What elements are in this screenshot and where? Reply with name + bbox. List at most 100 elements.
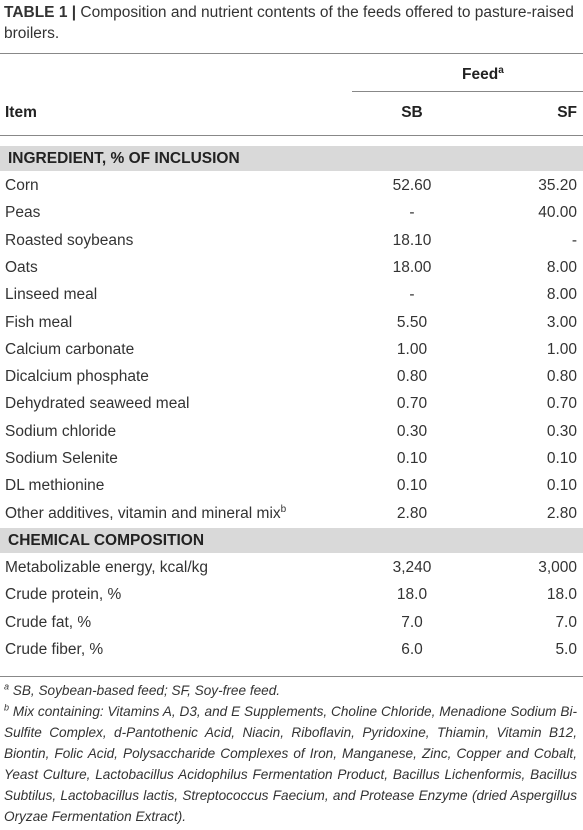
- row-item: Fish meal: [5, 309, 72, 336]
- section-header: INGREDIENT, % OF INCLUSION: [0, 146, 583, 171]
- table-row: Roasted soybeans 18.10 -: [0, 227, 583, 254]
- cell-sf: 5.0: [555, 640, 577, 658]
- cell-sf: 0.10: [546, 477, 577, 495]
- cell-sf: 35.20: [538, 177, 577, 194]
- row-item: Peas: [5, 199, 40, 226]
- cell-sb: 0.70: [396, 395, 428, 413]
- table-row: Other additives, vitamin and mineral mix…: [0, 500, 583, 527]
- row-item-text: Oats: [5, 258, 38, 276]
- cell-sb: 0.10: [396, 450, 428, 467]
- footnote-b: b Mix containing: Vitamins A, D3, and E …: [4, 701, 577, 827]
- section-header: CHEMICAL COMPOSITION: [0, 528, 583, 553]
- row-item-text: Metabolizable energy, kcal/kg: [5, 559, 209, 576]
- row-item: Other additives, vitamin and mineral mix…: [5, 500, 286, 527]
- row-item-text: Sodium chloride: [5, 422, 117, 440]
- group-rule: [352, 91, 583, 92]
- table-row: Sodium Selenite 0.10 0.10: [0, 445, 583, 472]
- row-item-text: Dicalcium phosphate: [5, 368, 149, 386]
- header-rule: [0, 135, 583, 136]
- row-item: Linseed meal: [5, 281, 97, 308]
- cell-sf: 8.00: [546, 286, 577, 304]
- sf-header: SF: [557, 104, 577, 121]
- row-item: Roasted soybeans: [5, 227, 133, 254]
- cell-sb: 18.00: [392, 258, 432, 276]
- cell-sf: 1.00: [546, 340, 577, 358]
- cell-sf: 7.0: [555, 613, 577, 631]
- row-item-text: Linseed meal: [5, 286, 98, 304]
- cell-sb: 18.0: [396, 586, 428, 604]
- row-item-text: Crude fiber, %: [5, 640, 104, 658]
- item-header: Item: [5, 104, 37, 121]
- table-row: Calcium carbonate 1.00 1.00: [0, 336, 583, 363]
- table-caption: TABLE 1 | Composition and nutrient conte…: [4, 2, 574, 44]
- cell-sf: -: [571, 231, 577, 249]
- section-title: CHEMICAL COMPOSITION: [8, 532, 205, 549]
- caption-text: Composition and nutrient contents of the…: [4, 4, 574, 42]
- feed-group-label: Feed: [462, 66, 499, 83]
- table-row: Dicalcium phosphate 0.80 0.80: [0, 363, 583, 390]
- cell-sf: 3.00: [546, 313, 577, 331]
- cell-sb: 7.0: [401, 613, 423, 631]
- row-item: Crude fat, %: [5, 609, 91, 636]
- cell-sb: 3,240: [392, 559, 432, 576]
- footnote-b-mark: b: [4, 702, 10, 713]
- cell-sb: -: [409, 204, 415, 222]
- section-title: INGREDIENT, % OF INCLUSION: [8, 150, 240, 167]
- top-rule: [0, 53, 583, 54]
- table-row: Fish meal 5.50 3.00: [0, 309, 583, 336]
- cell-sb: -: [409, 286, 415, 304]
- footnote-b-text: Mix containing: Vitamins A, D3, and E Su…: [4, 704, 577, 824]
- row-item: Crude fiber, %: [5, 636, 103, 663]
- row-item: Sodium Selenite: [5, 445, 118, 472]
- row-item-text: Crude fat, %: [5, 613, 92, 631]
- table-row: Corn 52.60 35.20: [0, 172, 583, 199]
- cell-sf: 8.00: [546, 258, 577, 276]
- row-item: Crude protein, %: [5, 581, 121, 608]
- row-item-text: Other additives, vitamin and mineral mix: [5, 504, 281, 522]
- table-row: Sodium chloride 0.30 0.30: [0, 418, 583, 445]
- table-row: Crude protein, % 18.0 18.0: [0, 581, 583, 608]
- row-item-text: Crude protein, %: [5, 586, 122, 604]
- footnote-a-mark: a: [4, 681, 10, 692]
- row-item: Sodium chloride: [5, 418, 116, 445]
- table-row: Crude fat, % 7.0 7.0: [0, 609, 583, 636]
- row-item: Dehydrated seaweed meal: [5, 390, 189, 417]
- cell-sf: 0.70: [546, 395, 577, 413]
- feed-group-sup: a: [498, 64, 504, 76]
- table-row: Crude fiber, % 6.0 5.0: [0, 636, 583, 663]
- cell-sb: 18.10: [392, 231, 432, 249]
- cell-sf: 3,000: [538, 559, 577, 576]
- row-item-text: Calcium carbonate: [5, 340, 135, 358]
- row-item: Oats: [5, 254, 38, 281]
- row-item-text: Peas: [5, 204, 41, 222]
- cell-sf: 0.10: [546, 450, 577, 467]
- cell-sb: 5.50: [396, 313, 428, 331]
- cell-sf: 0.80: [546, 368, 577, 386]
- table-row: Oats 18.00 8.00: [0, 254, 583, 281]
- row-item-text: Corn: [5, 177, 39, 194]
- row-item-sup: b: [280, 503, 287, 515]
- table-row: Dehydrated seaweed meal 0.70 0.70: [0, 390, 583, 417]
- cell-sb: 2.80: [396, 504, 428, 522]
- row-item-text: Roasted soybeans: [5, 231, 134, 249]
- cell-sf: 40.00: [538, 204, 577, 222]
- table-row: Peas - 40.00: [0, 199, 583, 226]
- cell-sb: 0.30: [396, 422, 428, 440]
- row-item-text: Fish meal: [5, 313, 73, 331]
- cell-sf: 2.80: [546, 504, 577, 522]
- feed-group-header: Feeda: [462, 64, 504, 84]
- row-item-text: Dehydrated seaweed meal: [5, 395, 190, 413]
- sb-header: SB: [401, 104, 423, 121]
- row-item: Metabolizable energy, kcal/kg: [5, 554, 208, 581]
- row-item: DL methionine: [5, 472, 104, 499]
- bottom-rule: [0, 676, 583, 677]
- row-item: Dicalcium phosphate: [5, 363, 149, 390]
- row-item-text: Sodium Selenite: [5, 450, 118, 467]
- cell-sb: 0.10: [396, 477, 428, 495]
- footnote-a-text: SB, Soybean-based feed; SF, Soy-free fee…: [12, 683, 281, 698]
- row-item-text: DL methionine: [5, 477, 105, 495]
- cell-sb: 0.80: [396, 368, 428, 386]
- table-row: Linseed meal - 8.00: [0, 281, 583, 308]
- cell-sb: 6.0: [401, 640, 423, 658]
- row-item: Calcium carbonate: [5, 336, 134, 363]
